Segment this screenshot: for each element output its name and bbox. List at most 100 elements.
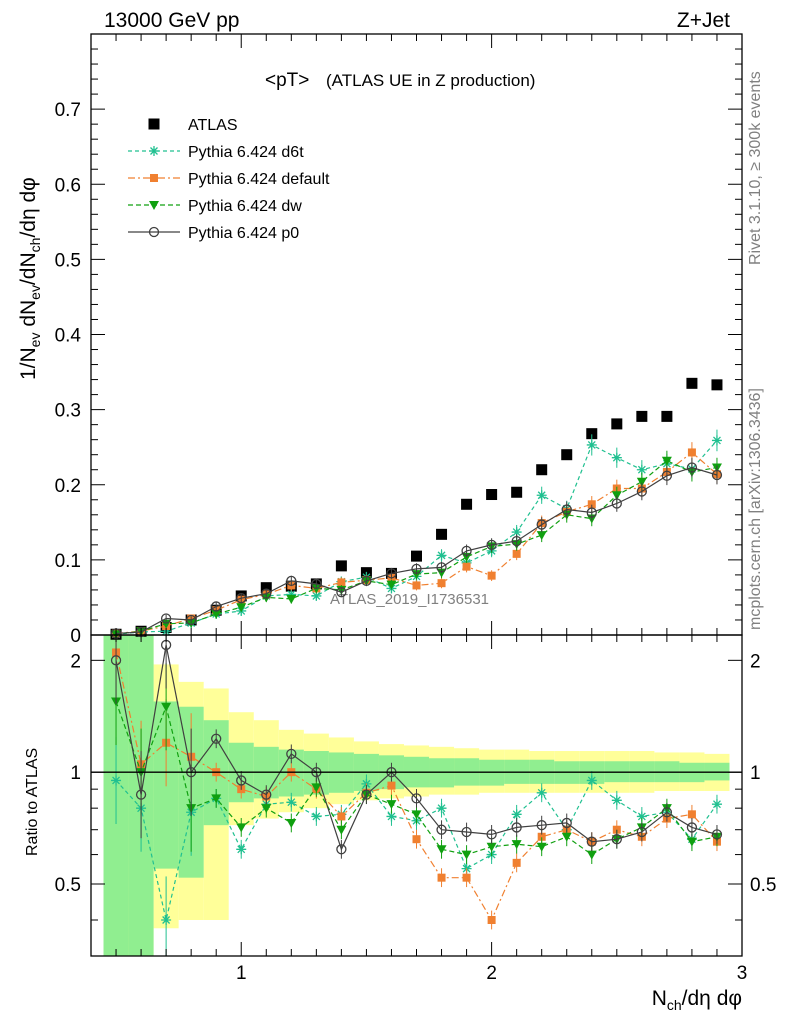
data-point — [487, 571, 496, 580]
ratio-xlabel: Nch/dη dφ — [652, 987, 742, 1013]
ratio-point — [461, 850, 472, 860]
legend-marker — [148, 226, 160, 238]
data-point — [586, 507, 597, 518]
ratio-point — [436, 845, 447, 855]
ratio-point — [286, 797, 297, 808]
ratio-point — [462, 873, 471, 882]
data-point — [236, 603, 247, 613]
y-tick-label: 0 — [70, 626, 81, 647]
data-point — [361, 575, 372, 587]
ratio-point — [686, 837, 697, 847]
ratio-point — [387, 781, 396, 790]
data-point — [611, 418, 623, 430]
data-point — [386, 580, 397, 590]
x-tick-label: 2 — [486, 963, 497, 984]
ylabel-part: dN — [17, 300, 40, 333]
ratio-point — [636, 826, 647, 838]
data-point — [436, 562, 447, 573]
ratio-point — [536, 787, 547, 798]
ratio-point — [461, 826, 472, 838]
ratio-point — [512, 858, 521, 867]
data-point — [311, 590, 322, 601]
ratio-point — [411, 793, 422, 804]
y-tick-label: 0.3 — [55, 401, 81, 422]
ylabel-sub: ch — [27, 238, 43, 253]
data-point — [636, 410, 648, 422]
data-point — [711, 435, 722, 446]
ratio-point — [386, 811, 397, 822]
xlabel-sub: ch — [667, 997, 682, 1013]
data-point — [586, 428, 598, 440]
y-tick-label: 0.4 — [55, 326, 82, 347]
main-title-observable: <pT> — [265, 70, 309, 91]
ratio-point — [311, 811, 322, 822]
legend-label: Pythia 6.424 default — [188, 171, 330, 188]
legend-entry: ATLAS — [148, 117, 238, 134]
ratio-point — [636, 811, 647, 822]
ratio-y-tick-label: 2 — [70, 651, 81, 672]
y-tick-label: 0.7 — [55, 100, 81, 121]
data-point — [686, 462, 698, 473]
data-point — [411, 550, 422, 562]
ratio-point — [236, 823, 247, 833]
ratio-point — [487, 915, 496, 924]
data-point — [186, 614, 197, 626]
ratio-point — [236, 844, 247, 855]
ratio-panel-series — [110, 635, 723, 956]
data-point — [561, 504, 572, 515]
ylabel-sub: ev — [27, 285, 43, 300]
data-point — [461, 545, 472, 557]
data-point — [511, 535, 522, 547]
legend-marker — [148, 118, 160, 130]
xlabel-part: /dη dφ — [682, 987, 742, 1010]
series-line — [115, 466, 718, 635]
data-point — [260, 582, 272, 594]
ratio-y-tick-label-right: 1 — [750, 763, 761, 784]
legend-marker — [149, 201, 159, 210]
ratio-point — [486, 829, 497, 840]
rivet-note: Rivet 3.1.10, ≥ 300k events — [747, 71, 764, 265]
ratio-y-tick-label: 0.5 — [55, 875, 81, 896]
data-point — [687, 448, 696, 457]
ratio-point — [211, 733, 222, 744]
ratio-point — [411, 810, 422, 820]
data-point — [461, 498, 473, 510]
data-point — [711, 379, 723, 391]
data-point — [336, 587, 347, 598]
main-series-pythia-6-424-p0 — [110, 457, 723, 639]
ratio-point — [511, 840, 522, 850]
ratio-series-pythia-6-424-p0 — [110, 635, 723, 859]
data-point — [462, 562, 471, 571]
data-point — [661, 410, 673, 422]
ratio-point — [586, 850, 597, 860]
ratio-point — [135, 789, 147, 800]
ratio-point — [486, 842, 497, 852]
ratio-point — [661, 807, 673, 818]
ratio-point — [236, 775, 247, 786]
data-point — [236, 593, 247, 604]
ratio-point — [111, 775, 122, 786]
data-point — [686, 377, 698, 389]
legend-entry: Pythia 6.424 default — [128, 171, 330, 188]
ratio-point — [511, 822, 522, 833]
data-point — [536, 490, 547, 501]
ylabel-part: 1/N — [17, 347, 40, 380]
data-point — [636, 477, 647, 487]
ratio-point — [536, 842, 547, 852]
legend-marker — [150, 174, 158, 182]
data-point — [636, 464, 647, 475]
legend-entry: Pythia 6.424 d6t — [128, 144, 304, 161]
ratio-point — [336, 844, 347, 855]
legend-entry: Pythia 6.424 dw — [128, 198, 302, 215]
data-point — [561, 449, 573, 461]
data-point — [587, 500, 596, 509]
data-point — [586, 439, 597, 450]
ratio-point — [611, 795, 622, 806]
data-point — [286, 594, 297, 604]
data-point — [211, 601, 222, 612]
xlabel-part: N — [652, 987, 667, 1010]
series-line — [115, 459, 718, 635]
data-point — [261, 588, 272, 599]
ratio-point — [286, 818, 297, 828]
